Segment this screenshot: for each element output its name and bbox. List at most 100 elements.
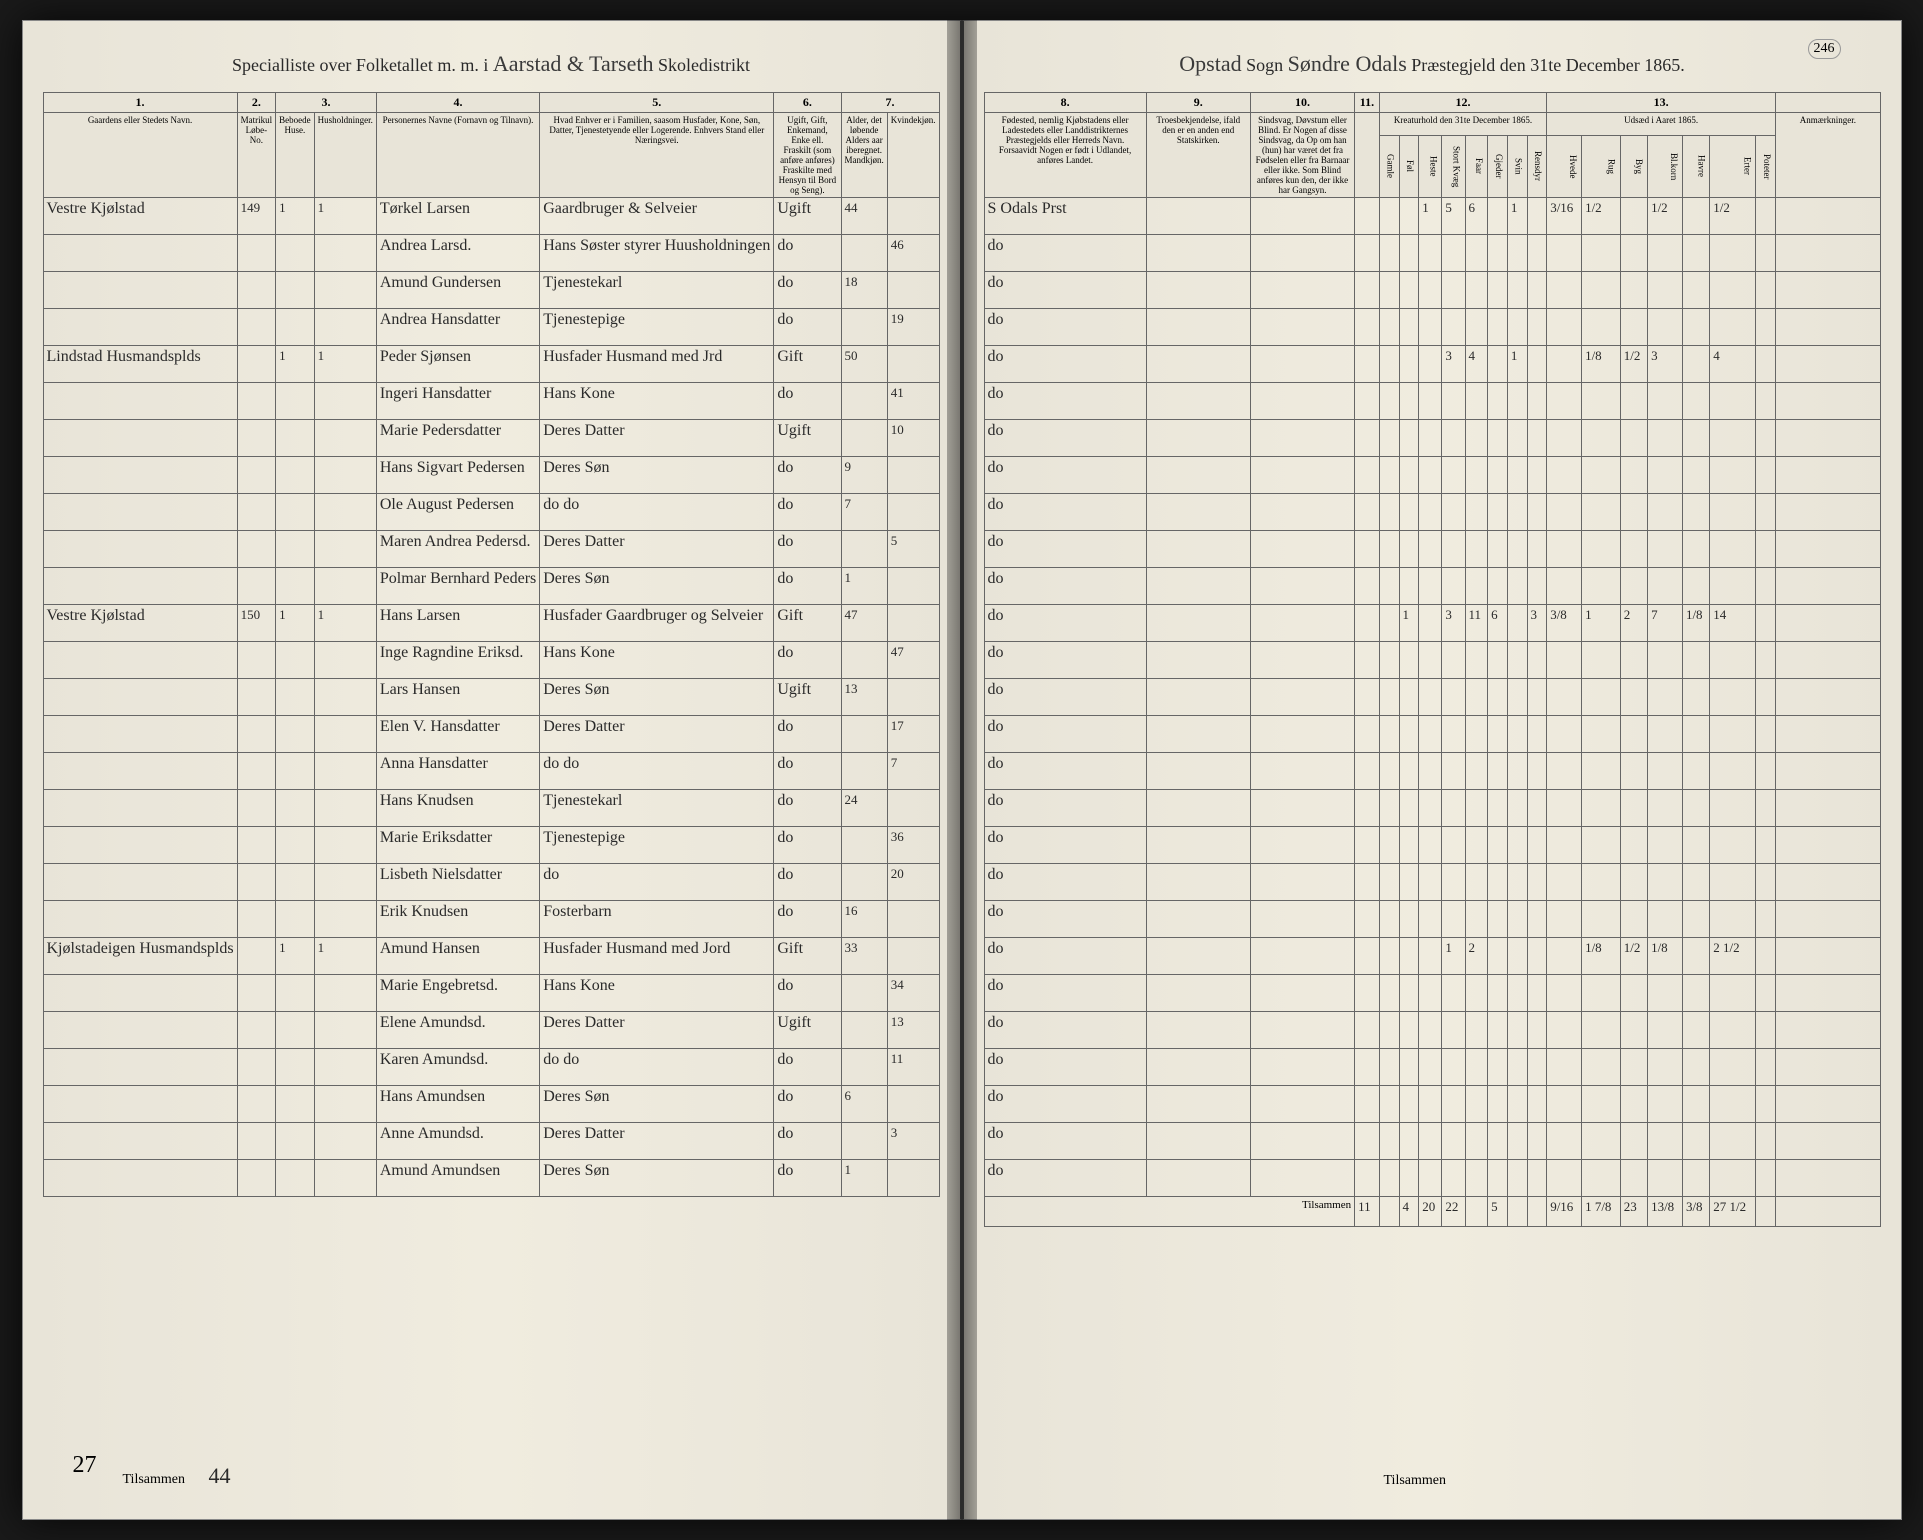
sub12-7: Rensdyr	[1527, 135, 1547, 198]
cell-m: 24	[841, 790, 887, 827]
cell-empty	[1355, 1012, 1380, 1049]
cell-c13	[1620, 642, 1647, 679]
cell-m: 7	[841, 494, 887, 531]
cell-anm	[1776, 975, 1880, 1012]
cell-k	[887, 938, 939, 975]
header-printed-suffix: Skoledistrikt	[658, 55, 750, 75]
cell-stand: do	[774, 827, 841, 864]
cell-anm	[1776, 531, 1880, 568]
cell-c13	[1710, 1123, 1756, 1160]
cell-empty	[1355, 346, 1380, 383]
cell-c13	[1620, 679, 1647, 716]
cell-c12	[1488, 1123, 1508, 1160]
cell-hush	[314, 420, 376, 457]
cell-c13	[1582, 827, 1621, 864]
cell-c13	[1756, 235, 1776, 272]
cell-c12	[1488, 346, 1508, 383]
cell-stilling: Husfader Husmand med Jrd	[540, 346, 774, 383]
cell-mnr	[237, 1123, 276, 1160]
cell-k	[887, 1160, 939, 1197]
cell-empty	[1250, 272, 1354, 309]
cell-c13	[1710, 975, 1756, 1012]
colhead-kvinde: Kvindekjøn.	[887, 113, 939, 198]
cell-empty	[1355, 975, 1380, 1012]
cell-m	[841, 827, 887, 864]
cell-stilling: Deres Datter	[540, 1123, 774, 1160]
cell-navn: Maren Andrea Pedersd.	[376, 531, 539, 568]
cell-stand: Ugift	[774, 679, 841, 716]
colnum-2: 2.	[237, 93, 276, 113]
cell-c13	[1648, 1049, 1683, 1086]
cell-c13	[1682, 827, 1709, 864]
cell-k: 17	[887, 716, 939, 753]
cell-c13	[1756, 605, 1776, 642]
cell-k	[887, 198, 939, 235]
cell-m: 33	[841, 938, 887, 975]
cell-stand: do	[774, 568, 841, 605]
colnum-8: 8.	[984, 93, 1146, 113]
cell-k: 3	[887, 1123, 939, 1160]
cell-c12	[1442, 1160, 1465, 1197]
cell-c12	[1399, 975, 1419, 1012]
colnum-1: 1.	[43, 93, 237, 113]
cell-gaard: Lindstad Husmandsplds	[43, 346, 237, 383]
cell-empty	[1355, 1123, 1380, 1160]
table-row: do	[984, 568, 1880, 605]
cell-c12	[1465, 864, 1488, 901]
cell-c13: 3/8	[1547, 605, 1582, 642]
cell-c12	[1507, 568, 1527, 605]
cell-k	[887, 568, 939, 605]
cell-c13	[1710, 1086, 1756, 1123]
left-census-table: 1. 2. 3. 4. 5. 6. 7. Gaardens eller Sted…	[43, 92, 940, 1197]
tilsammen-left: Tilsammen 44	[123, 1463, 231, 1489]
cell-c13	[1682, 1123, 1709, 1160]
cell-c12	[1488, 457, 1508, 494]
cell-c13	[1648, 827, 1683, 864]
cell-c13	[1648, 383, 1683, 420]
cell-gaard	[43, 753, 237, 790]
cell-c13	[1620, 272, 1647, 309]
cell-empty	[1355, 568, 1380, 605]
cell-empty	[1355, 1160, 1380, 1197]
cell-fsted: do	[984, 864, 1146, 901]
totals-c11: 11	[1355, 1197, 1380, 1227]
cell-c13	[1620, 457, 1647, 494]
cell-empty	[1250, 346, 1354, 383]
cell-c13	[1756, 272, 1776, 309]
cell-hus	[276, 457, 315, 494]
cell-c13	[1582, 568, 1621, 605]
cell-c13	[1682, 346, 1709, 383]
table-row: do	[984, 272, 1880, 309]
cell-stilling: Deres Datter	[540, 1012, 774, 1049]
cell-c13	[1547, 716, 1582, 753]
colhead-gaard: Gaardens eller Stedets Navn.	[43, 113, 237, 198]
cell-empty	[1355, 790, 1380, 827]
cell-c12	[1379, 827, 1399, 864]
sub12-5: Gjeder	[1488, 135, 1508, 198]
totals-c12	[1379, 1197, 1399, 1227]
cell-mnr	[237, 494, 276, 531]
cell-empty	[1146, 864, 1250, 901]
cell-gaard	[43, 1049, 237, 1086]
cell-c13	[1582, 272, 1621, 309]
cell-c12	[1488, 642, 1508, 679]
cell-hush	[314, 716, 376, 753]
cell-c13	[1648, 901, 1683, 938]
cell-fsted: do	[984, 420, 1146, 457]
cell-c13	[1756, 938, 1776, 975]
cell-mnr	[237, 235, 276, 272]
cell-hus	[276, 901, 315, 938]
cell-c12	[1507, 494, 1527, 531]
cell-c12	[1442, 531, 1465, 568]
cell-stand: do	[774, 531, 841, 568]
cell-k: 36	[887, 827, 939, 864]
cell-anm	[1776, 1086, 1880, 1123]
cell-c13: 1/2	[1582, 198, 1621, 235]
cell-c12	[1507, 309, 1527, 346]
cell-stilling: Tjenestekarl	[540, 272, 774, 309]
table-row: Andrea HansdatterTjenestepigedo19	[43, 309, 939, 346]
cell-empty	[1146, 1049, 1250, 1086]
cell-stand: do	[774, 1049, 841, 1086]
cell-gaard	[43, 864, 237, 901]
cell-anm	[1776, 642, 1880, 679]
